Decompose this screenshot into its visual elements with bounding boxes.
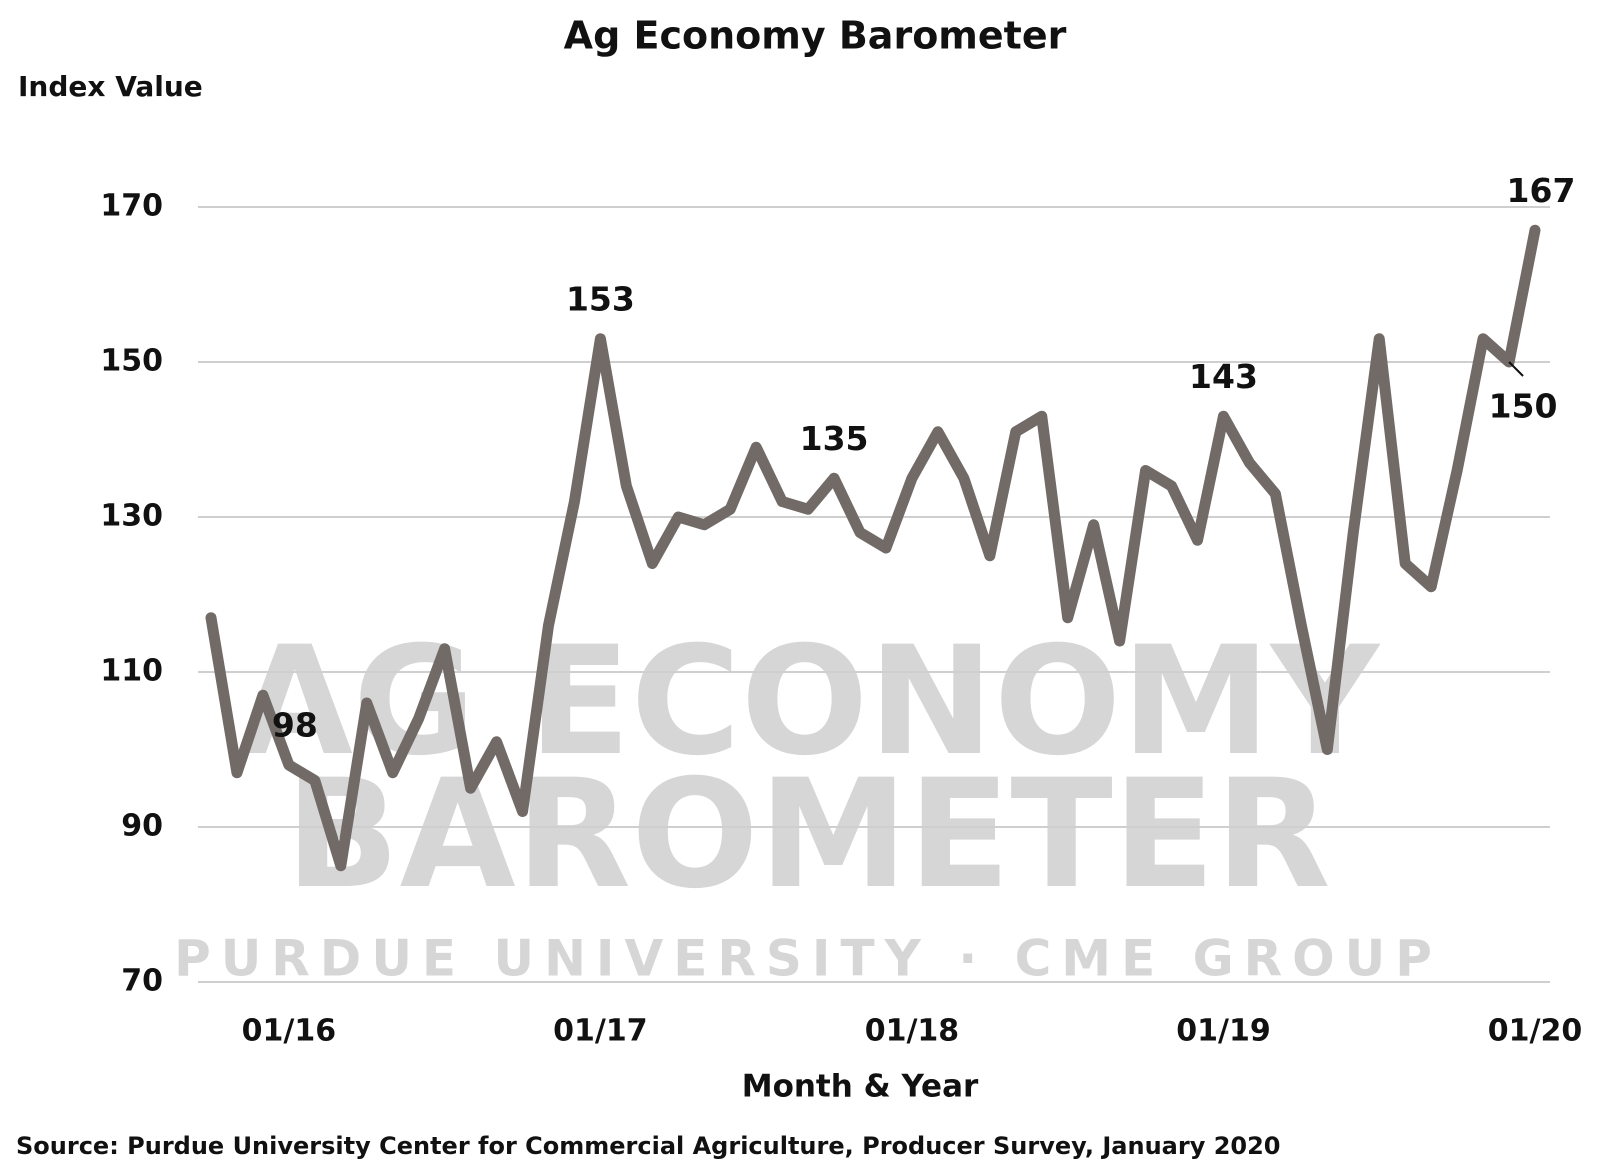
data-line: [205, 224, 1541, 872]
y-tick-label: 110: [100, 654, 163, 689]
y-tick-label: 170: [100, 189, 163, 224]
y-tick-label: 70: [121, 964, 163, 999]
x-axis-label: Month & Year: [742, 1069, 979, 1105]
data-label: 135: [800, 419, 869, 458]
y-tick-label: 150: [100, 344, 163, 379]
x-tick-label: 01/19: [1176, 1014, 1270, 1049]
x-tick-label: 01/20: [1488, 1014, 1582, 1049]
leader-line: [1508, 361, 1524, 377]
data-label: 153: [566, 279, 635, 318]
chart-title: Ag Economy Barometer: [564, 14, 1067, 58]
watermark-text: BAROMETER: [285, 748, 1330, 922]
watermark-text: PURDUE UNIVERSITY · CME GROUP: [174, 930, 1442, 988]
x-tick-label: 01/16: [242, 1014, 336, 1049]
data-label: 98: [272, 706, 318, 745]
data-label: 143: [1189, 357, 1258, 396]
watermark: AG ECONOMY BAROMETER PURDUE UNIVERSITY ·…: [174, 615, 1442, 988]
x-tick-label: 01/18: [865, 1014, 959, 1049]
y-tick-label: 130: [100, 499, 163, 534]
y-tick-label: 90: [121, 809, 163, 844]
x-tick-label: 01/17: [553, 1014, 647, 1049]
data-label: 150: [1489, 387, 1558, 426]
y-axis-label: Index Value: [18, 70, 203, 103]
data-label: 167: [1507, 171, 1576, 210]
source-note: Source: Purdue University Center for Com…: [16, 1132, 1281, 1160]
